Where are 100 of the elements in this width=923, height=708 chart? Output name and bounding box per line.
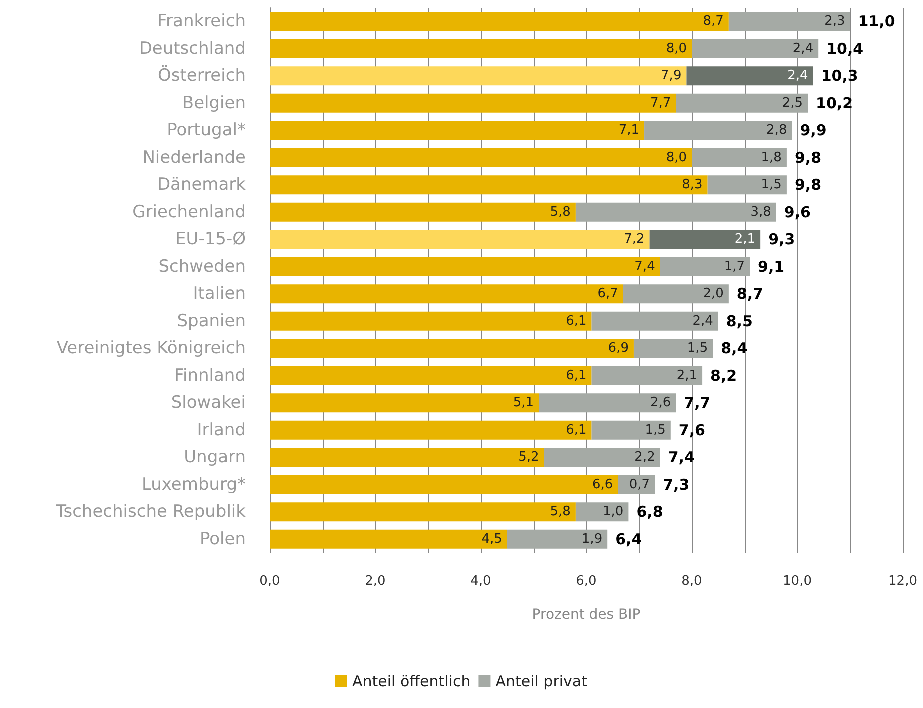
bar	[270, 502, 576, 522]
y-tick-label: Spanien	[177, 311, 246, 332]
bar	[270, 284, 624, 304]
data-label: 6,1	[566, 422, 587, 438]
x-tick-label: 8,0	[682, 574, 702, 589]
data-label: 2,6	[650, 396, 672, 411]
total-label: 10,3	[821, 67, 858, 86]
total-label: 8,5	[726, 312, 753, 330]
data-label: 8,0	[666, 150, 687, 166]
data-label: 2,3	[824, 14, 846, 30]
bar	[270, 448, 544, 468]
bar	[592, 366, 703, 386]
x-tick-label: 4,0	[470, 574, 492, 589]
y-tick-label: Vereinigtes Königreich	[56, 338, 246, 359]
total-label: 10,2	[816, 94, 854, 112]
bar	[270, 366, 592, 386]
bar	[644, 121, 792, 140]
bar	[270, 339, 634, 358]
total-label: 7,7	[684, 394, 711, 412]
y-tick-label: Belgien	[182, 93, 246, 114]
data-label: 2,8	[766, 123, 788, 138]
y-tick-label: Ungarn	[184, 448, 246, 468]
bar	[270, 66, 687, 86]
data-label: 6,1	[566, 314, 587, 329]
y-tick-label: Deutschland	[139, 38, 246, 59]
legend-label: Anteil privat	[496, 672, 588, 690]
data-label: 7,2	[624, 232, 645, 248]
bar	[692, 148, 787, 168]
y-tick-label: Niederlande	[142, 148, 246, 168]
bar	[650, 230, 761, 250]
total-label: 8,7	[736, 285, 764, 304]
y-tick-label: Luxemburg*	[142, 474, 246, 495]
data-label: 2,1	[734, 232, 756, 248]
total-label: 10,4	[826, 40, 864, 58]
bar	[270, 257, 660, 276]
data-label: 0,7	[629, 477, 650, 492]
data-label: 2,4	[788, 68, 808, 84]
data-label: 1,5	[687, 341, 708, 356]
data-label: 6,1	[566, 368, 587, 384]
data-label: 1,8	[761, 150, 782, 166]
y-tick-label: Dänemark	[157, 175, 246, 196]
data-label: 7,1	[618, 123, 640, 138]
bar	[270, 202, 576, 222]
bar	[623, 284, 729, 304]
data-label: 7,7	[650, 96, 672, 111]
total-label: 9,9	[800, 122, 827, 140]
bar	[507, 530, 608, 549]
y-tick-label: Tschechische Republik	[55, 502, 246, 522]
data-label: 1,5	[761, 178, 782, 193]
y-tick-label: Schweden	[158, 256, 246, 277]
data-label: 8,7	[703, 14, 724, 30]
y-tick-label: Portugal*	[167, 120, 246, 141]
y-tick-label: Polen	[200, 529, 246, 550]
bar	[660, 257, 750, 276]
bar	[618, 475, 656, 494]
bar	[270, 312, 592, 331]
data-label: 6,7	[598, 286, 618, 302]
data-label: 8,0	[666, 41, 687, 56]
total-label: 7,3	[663, 476, 690, 494]
bar	[708, 176, 787, 195]
bar	[270, 394, 540, 413]
bar	[270, 148, 692, 168]
data-label: 8,3	[682, 178, 703, 193]
data-label: 6,9	[608, 341, 629, 356]
bar	[592, 312, 718, 331]
data-label: 7,9	[661, 68, 682, 84]
x-axis-title: Prozent des BIP	[532, 607, 641, 623]
y-tick-label: Italien	[193, 284, 246, 304]
data-label: 1,9	[582, 532, 603, 547]
data-label: 2,1	[676, 368, 698, 384]
bar	[270, 530, 508, 549]
total-label: 9,6	[784, 203, 811, 222]
bar	[270, 230, 650, 250]
data-label: 3,8	[750, 204, 772, 220]
bar	[270, 121, 645, 140]
data-label: 2,4	[792, 41, 814, 56]
y-tick-label: EU-15-Ø	[176, 230, 246, 250]
data-label: 2,4	[692, 314, 714, 329]
total-label: 9,8	[794, 176, 822, 194]
data-label: 5,8	[550, 204, 571, 220]
bar	[270, 39, 692, 58]
data-label: 4,5	[482, 532, 502, 547]
data-label: 1,7	[724, 259, 746, 274]
bar	[270, 420, 592, 440]
y-tick-label: Österreich	[158, 65, 246, 86]
total-label: 7,4	[668, 448, 695, 467]
total-label: 7,6	[678, 421, 706, 440]
total-label: 6,4	[616, 530, 642, 548]
y-tick-label: Slowakei	[171, 393, 246, 414]
bar	[539, 394, 676, 413]
x-tick-label: 10,0	[783, 574, 812, 589]
data-label: 5,2	[518, 450, 540, 466]
y-tick-label: Frankreich	[158, 12, 246, 32]
total-label: 8,4	[721, 340, 748, 358]
bar	[576, 502, 629, 522]
data-label: 6,6	[592, 477, 614, 492]
legend-label: Anteil öffentlich	[352, 672, 471, 690]
total-label: 11,0	[858, 12, 896, 31]
data-label: 5,8	[550, 504, 571, 520]
bar	[544, 448, 660, 468]
